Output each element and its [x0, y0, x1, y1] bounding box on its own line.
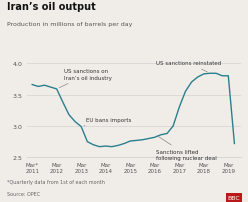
Text: EU bans imports: EU bans imports — [84, 118, 131, 126]
Text: Source: OPEC: Source: OPEC — [7, 191, 41, 196]
Text: US sanctions on
Iran’s oil industry: US sanctions on Iran’s oil industry — [59, 69, 112, 88]
Text: *Quarterly data from 1st of each month: *Quarterly data from 1st of each month — [7, 179, 105, 184]
Text: BBC: BBC — [228, 195, 241, 200]
Text: Iran’s oil output: Iran’s oil output — [7, 2, 96, 12]
Text: Production in millions of barrels per day: Production in millions of barrels per da… — [7, 22, 133, 27]
Text: Sanctions lifted
following nuclear deal: Sanctions lifted following nuclear deal — [156, 136, 217, 161]
Text: US sanctions reinstated: US sanctions reinstated — [156, 61, 221, 73]
